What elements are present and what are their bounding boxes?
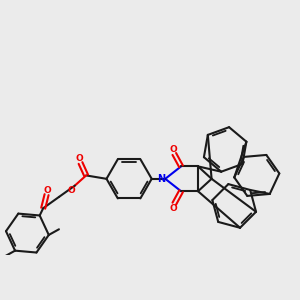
Text: N: N: [157, 174, 165, 184]
Text: O: O: [44, 186, 52, 195]
Text: O: O: [169, 204, 177, 213]
Text: O: O: [68, 186, 75, 195]
Text: O: O: [76, 154, 83, 163]
Text: O: O: [169, 145, 177, 154]
